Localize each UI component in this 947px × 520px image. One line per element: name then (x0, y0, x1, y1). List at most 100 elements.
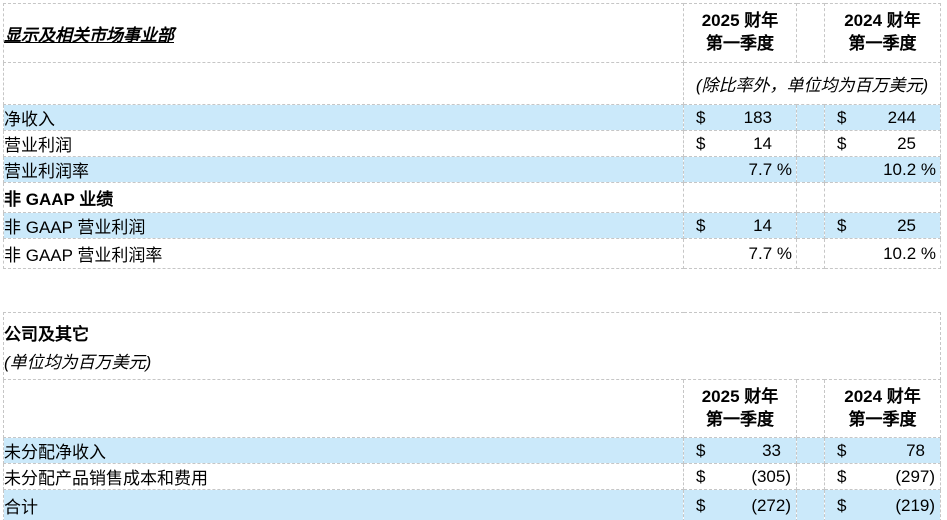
gap-cell (796, 130, 825, 157)
row-label-non-gaap-operating-margin: 非 GAAP 营业利润率 (3, 238, 684, 269)
gap-cell (796, 156, 825, 183)
table-row: 非 GAAP 业绩 (3, 182, 941, 213)
currency-symbol: $ (837, 440, 847, 460)
row-label-operating-income: 营业利润 (3, 130, 684, 157)
value-2025 (683, 182, 797, 213)
row-label-net-revenue: 净收入 (3, 104, 684, 131)
empty-cell (3, 379, 684, 438)
table1-title: 显示及相关市场事业部 (3, 3, 684, 63)
col-2024-line2: 第一季度 (848, 34, 917, 53)
table2-header-row: 2025 财年 第一季度 2024 财年 第一季度 (3, 379, 942, 438)
value-2024: $ (219) (823, 489, 942, 520)
table2-col-2024: 2024 财年 第一季度 (823, 379, 942, 438)
table2-title-row: 公司及其它 (单位均为百万美元) (2, 312, 942, 380)
currency-symbol: $ (696, 133, 706, 153)
value-number: 25 (897, 215, 916, 235)
empty-cell (3, 62, 684, 105)
gap-cell (796, 212, 825, 239)
value-2025: $33 (683, 437, 797, 464)
table-row: 净收入 $183 $244 (3, 104, 941, 131)
col-2024-line2: 第一季度 (848, 409, 917, 429)
table1-col-2024: 2024 财年 第一季度 (824, 3, 941, 63)
table2-title: 公司及其它 (4, 324, 89, 344)
row-label-operating-margin: 营业利润率 (3, 156, 684, 183)
value-2024: 10.2 % (824, 156, 941, 183)
gap-cell (796, 379, 825, 438)
row-label-non-gaap-operating-income: 非 GAAP 营业利润 (3, 212, 684, 239)
value-number: 10.2 % (883, 159, 936, 179)
table2-col-2025: 2025 财年 第一季度 (683, 379, 797, 438)
table1-header-row: 显示及相关市场事业部 2025 财年 第一季度 2024 财年 第一季度 (3, 3, 941, 63)
row-label-total: 合计 (3, 489, 684, 520)
currency-symbol: $ (696, 495, 706, 515)
table-row: 未分配产品销售成本和费用 $ (305) $ (297) (3, 463, 942, 490)
table-row: 非 GAAP 营业利润 $14 $25 (3, 212, 941, 239)
value-2025: $183 (683, 104, 797, 131)
col-2024-line1: 2024 财年 (844, 386, 921, 406)
value-number: 183 (743, 107, 772, 127)
value-2024: $25 (824, 212, 941, 239)
table2-title-cell: 公司及其它 (单位均为百万美元) (2, 312, 942, 380)
table-row: 营业利润 $14 $25 (3, 130, 941, 157)
currency-symbol: $ (837, 495, 847, 515)
row-label-unallocated-net-revenue: 未分配净收入 (3, 437, 684, 464)
value-2025: 7.7 % (683, 238, 797, 269)
gap-cell (796, 3, 825, 63)
currency-symbol: $ (696, 215, 706, 235)
value-number: 10.2 % (883, 243, 936, 263)
gap-cell (796, 182, 825, 213)
table1-units-row: (除比率外，单位均为百万美元) (3, 62, 941, 105)
table1-units-note: (除比率外，单位均为百万美元) (683, 62, 941, 105)
table-row: 合计 $ (272) $ (219) (3, 489, 942, 520)
value-number: 14 (753, 215, 772, 235)
gap-cell (796, 463, 825, 490)
gap-cell (796, 104, 825, 131)
row-label-unallocated-costs-expenses: 未分配产品销售成本和费用 (3, 463, 684, 490)
currency-symbol: $ (837, 133, 847, 153)
segment-table-display-markets: 显示及相关市场事业部 2025 财年 第一季度 2024 财年 第一季度 (除比… (3, 3, 941, 269)
value-number: (272) (751, 495, 791, 515)
col-2025-line1: 2025 财年 (701, 386, 779, 406)
value-2024: $244 (824, 104, 941, 131)
currency-symbol: $ (837, 215, 847, 235)
gap-cell (796, 489, 825, 520)
value-number: (297) (895, 466, 936, 486)
value-number: 78 (906, 440, 926, 460)
currency-symbol: $ (696, 466, 706, 486)
value-number: 244 (887, 107, 916, 127)
value-2025: $ (305) (683, 463, 797, 490)
currency-symbol: $ (837, 107, 847, 127)
segment-table-corporate-other: 公司及其它 (单位均为百万美元) 2025 财年 第一季度 2024 财年 第一… (2, 312, 942, 520)
currency-symbol: $ (696, 440, 706, 460)
table-row: 营业利润率 7.7 % 10.2 % (3, 156, 941, 183)
value-number: (305) (751, 466, 791, 486)
table2-units-note: (单位均为百万美元) (4, 352, 152, 372)
col-2025-line2: 第一季度 (706, 409, 774, 429)
value-2024: $25 (824, 130, 941, 157)
value-number: 25 (897, 133, 916, 153)
value-2025: $ (272) (683, 489, 797, 520)
value-number: 14 (753, 133, 772, 153)
col-2024-line1: 2024 财年 (844, 11, 921, 31)
value-2025: $14 (683, 130, 797, 157)
table-row: 非 GAAP 营业利润率 7.7 % 10.2 % (3, 238, 941, 269)
currency-symbol: $ (696, 107, 706, 127)
gap-cell (796, 437, 825, 464)
value-2024 (824, 182, 941, 213)
value-number: 7.7 % (748, 159, 792, 179)
value-2024: 10.2 % (824, 238, 941, 269)
value-number: 33 (762, 440, 781, 460)
value-number: (219) (895, 495, 936, 515)
value-2025: $14 (683, 212, 797, 239)
row-label-non-gaap-results: 非 GAAP 业绩 (3, 182, 684, 213)
col-2025-line2: 第一季度 (706, 34, 774, 53)
value-2024: $ (297) (823, 463, 942, 490)
value-2024: $78 (823, 437, 942, 464)
value-number: 7.7 % (748, 243, 792, 263)
currency-symbol: $ (837, 466, 847, 486)
col-2025-line1: 2025 财年 (701, 11, 779, 31)
gap-cell (796, 238, 825, 269)
value-2025: 7.7 % (683, 156, 797, 183)
table-row: 未分配净收入 $33 $78 (3, 437, 942, 464)
